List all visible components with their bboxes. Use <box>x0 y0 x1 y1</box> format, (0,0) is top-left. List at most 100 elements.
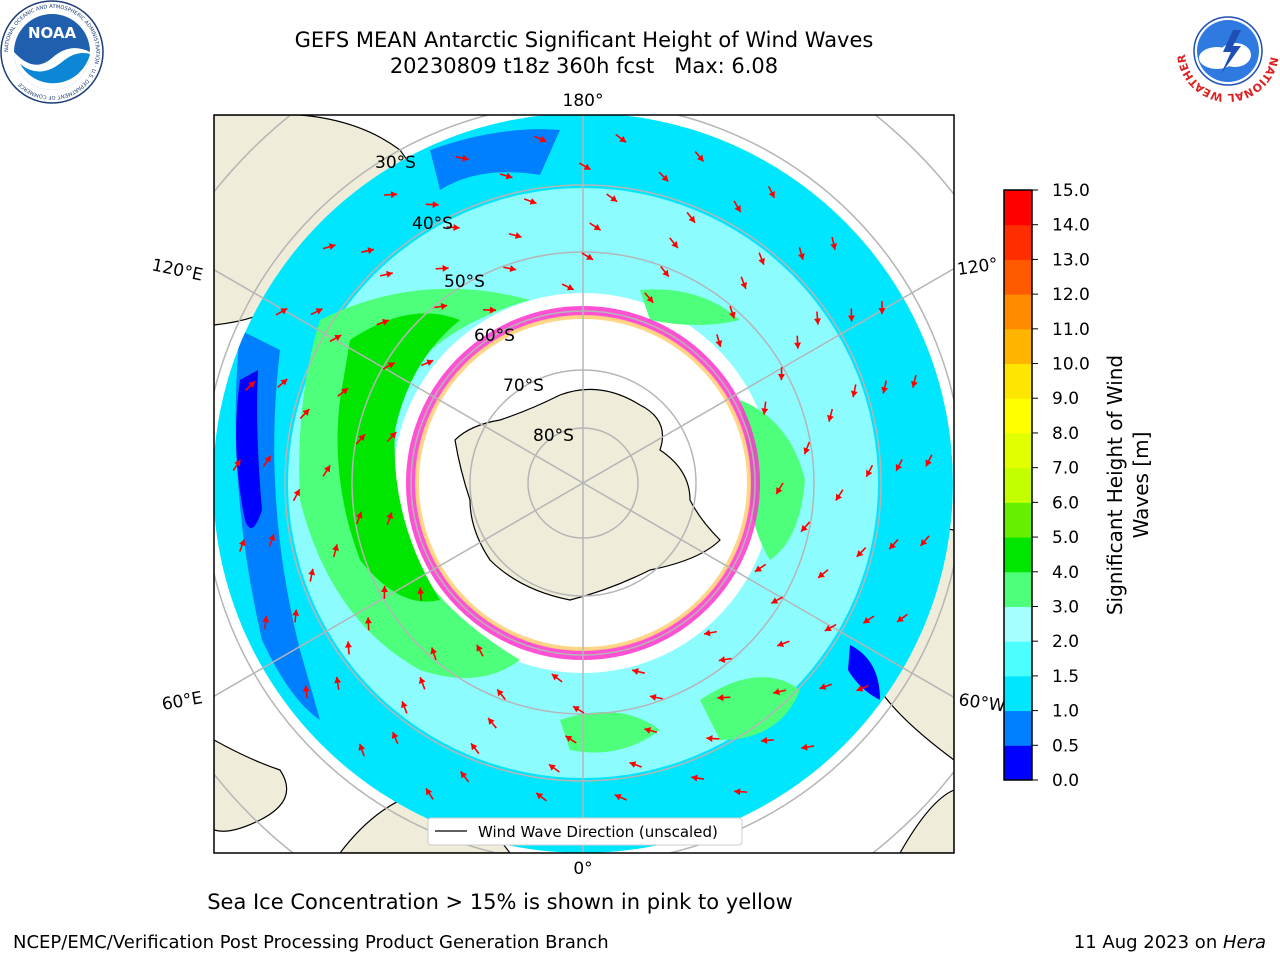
wave-arrow <box>551 673 563 683</box>
wave-arrow <box>534 135 547 143</box>
wave-arrow <box>801 743 815 751</box>
wave-arrow <box>499 172 513 180</box>
wave-arrow <box>401 700 408 714</box>
production-date: 11 Aug 2023 on Hera <box>1074 932 1266 953</box>
wave-arrow <box>888 538 899 550</box>
sea-ice-note: Sea Ice Concentration > 15% is shown in … <box>0 890 1280 914</box>
wave-arrow <box>830 236 838 250</box>
wave-arrow <box>896 613 908 623</box>
wave-arrow <box>686 211 696 224</box>
wave-arrow <box>803 441 811 455</box>
colorbar-segment <box>1004 606 1032 642</box>
wave-arrow <box>548 763 560 773</box>
colorbar-tick-label: 11.0 <box>1052 320 1090 340</box>
colorbar-segment <box>1004 224 1032 260</box>
colorbar-segment <box>1004 641 1032 677</box>
colorbar-segment <box>1004 537 1032 573</box>
wave-arrow <box>508 232 522 239</box>
wave-arrow <box>379 270 393 278</box>
wave-arrow <box>776 640 790 647</box>
wave-arrow <box>819 683 833 690</box>
wave-arrow <box>649 693 663 701</box>
wave-arrow <box>435 264 449 272</box>
wave-arrow <box>503 265 517 273</box>
wave-arrow <box>775 482 784 495</box>
wave-arrow <box>581 252 594 261</box>
wave-arrow <box>382 361 396 370</box>
wave-arrow <box>717 694 731 702</box>
colorbar-tick-label: 1.0 <box>1052 702 1079 722</box>
wave-arrow <box>694 150 705 162</box>
wave-arrow <box>310 307 323 316</box>
nws-logo: NATIONAL WEATHER SERVICE <box>1177 0 1280 103</box>
wave-arrow <box>232 459 242 472</box>
wave-arrow <box>758 252 765 266</box>
map-subtitle: 20230809 t18z 360h fcst Max: 6.08 <box>389 54 779 78</box>
meridian-180-label: 180° <box>563 91 604 111</box>
wave-arrow <box>631 668 645 675</box>
wave-arrow <box>364 617 372 631</box>
colorbar-tick-label: 14.0 <box>1052 216 1090 236</box>
wave-arrow <box>482 306 497 314</box>
wave-arrow <box>420 359 434 367</box>
colorbar-title-line2: Waves [m] <box>1129 431 1153 539</box>
lat-50s-label: 50°S <box>444 272 485 292</box>
wave-arrow <box>262 615 270 629</box>
wave-arrow <box>337 387 349 397</box>
map-frame <box>213 114 955 854</box>
meridian-60e-label: 60°E <box>160 688 204 715</box>
wave-arrow <box>800 521 811 533</box>
wave-arrow <box>380 585 388 599</box>
wave-arrow <box>391 731 399 745</box>
wave-arrow <box>322 464 331 477</box>
map-legend: Wind Wave Direction (unscaled) <box>427 817 743 846</box>
wave-arrow <box>386 512 394 525</box>
colorbar-tick-label: 2.0 <box>1052 632 1079 652</box>
colorbar-segment <box>1004 745 1032 781</box>
wave-arrow <box>292 609 300 623</box>
wave-arrow <box>827 408 834 422</box>
colorbar-tick-label: 4.0 <box>1052 563 1079 583</box>
wave-arrow <box>268 533 276 547</box>
wave-arrow <box>817 569 829 579</box>
wave-arrow <box>277 378 288 389</box>
map-title: GEFS MEAN Antarctic Significant Height o… <box>294 28 874 52</box>
wave-arrow <box>847 308 855 322</box>
colorbar-tick-label: 0.0 <box>1052 771 1079 791</box>
latitude-labels: 30°S 40°S 50°S 60°S 70°S 80°S <box>375 153 574 446</box>
wave-arrow <box>878 301 886 315</box>
wave-arrow <box>302 685 310 699</box>
wave-arrow <box>329 334 342 343</box>
colorbar-tick-label: 8.0 <box>1052 424 1079 444</box>
wave-arrow <box>881 380 889 394</box>
wave-arrow <box>332 544 339 558</box>
colorbar-tick-label: 6.0 <box>1052 493 1079 513</box>
wave-arrow <box>487 717 497 729</box>
producer-credit: NCEP/EMC/Verification Post Processing Pr… <box>13 932 609 953</box>
wave-arrow <box>614 793 627 801</box>
wave-arrow <box>733 200 742 213</box>
wave-arrow <box>767 185 776 199</box>
wave-arrow <box>561 283 575 291</box>
lat-80s-label: 80°S <box>533 426 574 446</box>
wave-arrow <box>589 222 602 231</box>
noaa-text: NOAA <box>28 24 77 42</box>
colorbar-title: Significant Height of Wind Waves [m] <box>1102 355 1154 615</box>
wave-arrow <box>919 535 930 547</box>
noaa-logo: NOAA NATIONAL OCEANIC AND ATMOSPHERIC AD… <box>0 0 104 104</box>
colorbar-segment <box>1004 502 1032 538</box>
wave-arrow <box>384 191 398 199</box>
wave-arrow <box>358 743 366 757</box>
wave-arrow <box>434 302 448 310</box>
wave-arrow <box>703 629 717 637</box>
wave-arrow <box>496 688 506 700</box>
wave-arrow <box>322 243 336 251</box>
colorbar-frame <box>1003 189 1033 781</box>
wave-arrow <box>910 374 918 388</box>
wave-arrow <box>761 401 769 415</box>
wave-arrow <box>773 688 787 696</box>
wave-arrow <box>778 367 786 381</box>
colorbar-segment <box>1004 571 1032 607</box>
wave-arrow <box>355 433 366 445</box>
